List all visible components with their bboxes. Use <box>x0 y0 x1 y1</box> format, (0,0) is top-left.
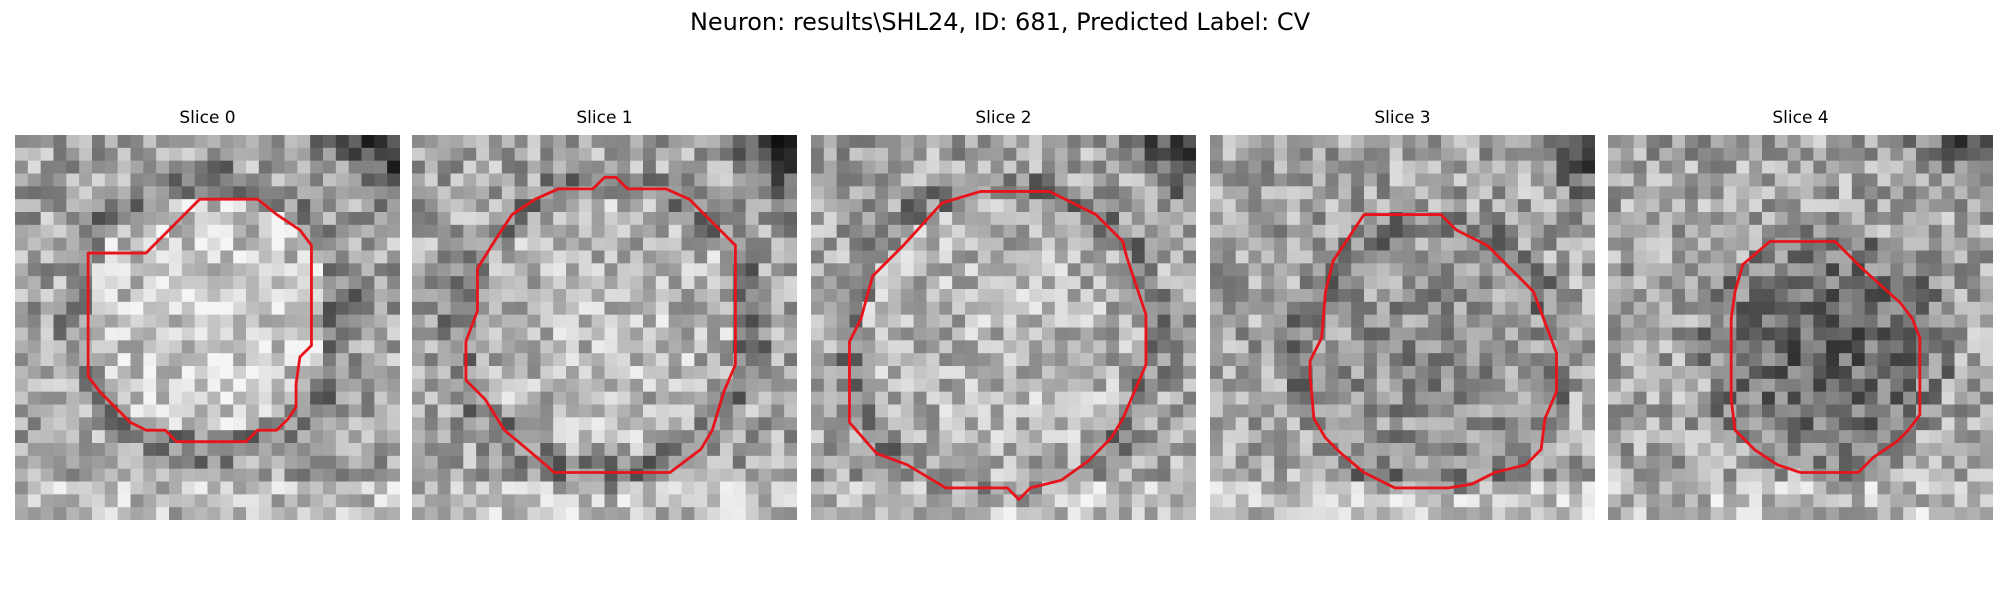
grayscale-patch <box>1210 135 1595 520</box>
slice-panel-0: Slice 0 <box>15 108 400 522</box>
slice-image-4 <box>1608 135 1993 520</box>
neuron-contour <box>1308 213 1558 490</box>
slice-image-0 <box>15 135 400 520</box>
neuron-contour <box>86 197 313 444</box>
slice-title-1: Slice 1 <box>576 108 633 128</box>
slice-image-1 <box>412 135 797 520</box>
slice-image-2 <box>811 135 1196 520</box>
grayscale-patch <box>811 135 1196 520</box>
grayscale-patch <box>1608 135 1993 520</box>
slice-panel-3: Slice 3 <box>1210 108 1595 522</box>
slice-panel-1: Slice 1 <box>412 108 797 522</box>
slice-title-2: Slice 2 <box>975 108 1032 128</box>
neuron-contour <box>1729 240 1922 474</box>
slice-title-0: Slice 0 <box>179 108 236 128</box>
slice-title-3: Slice 3 <box>1374 108 1431 128</box>
slice-image-3 <box>1210 135 1595 520</box>
figure-title: Neuron: results\SHL24, ID: 681, Predicte… <box>689 8 1311 36</box>
slice-title-4: Slice 4 <box>1772 108 1829 128</box>
slice-panel-2: Slice 2 <box>811 108 1196 522</box>
grayscale-patch <box>15 135 400 520</box>
neuron-contour <box>464 175 737 474</box>
neuron-contour <box>848 190 1148 501</box>
slice-panel-4: Slice 4 <box>1608 108 1993 522</box>
